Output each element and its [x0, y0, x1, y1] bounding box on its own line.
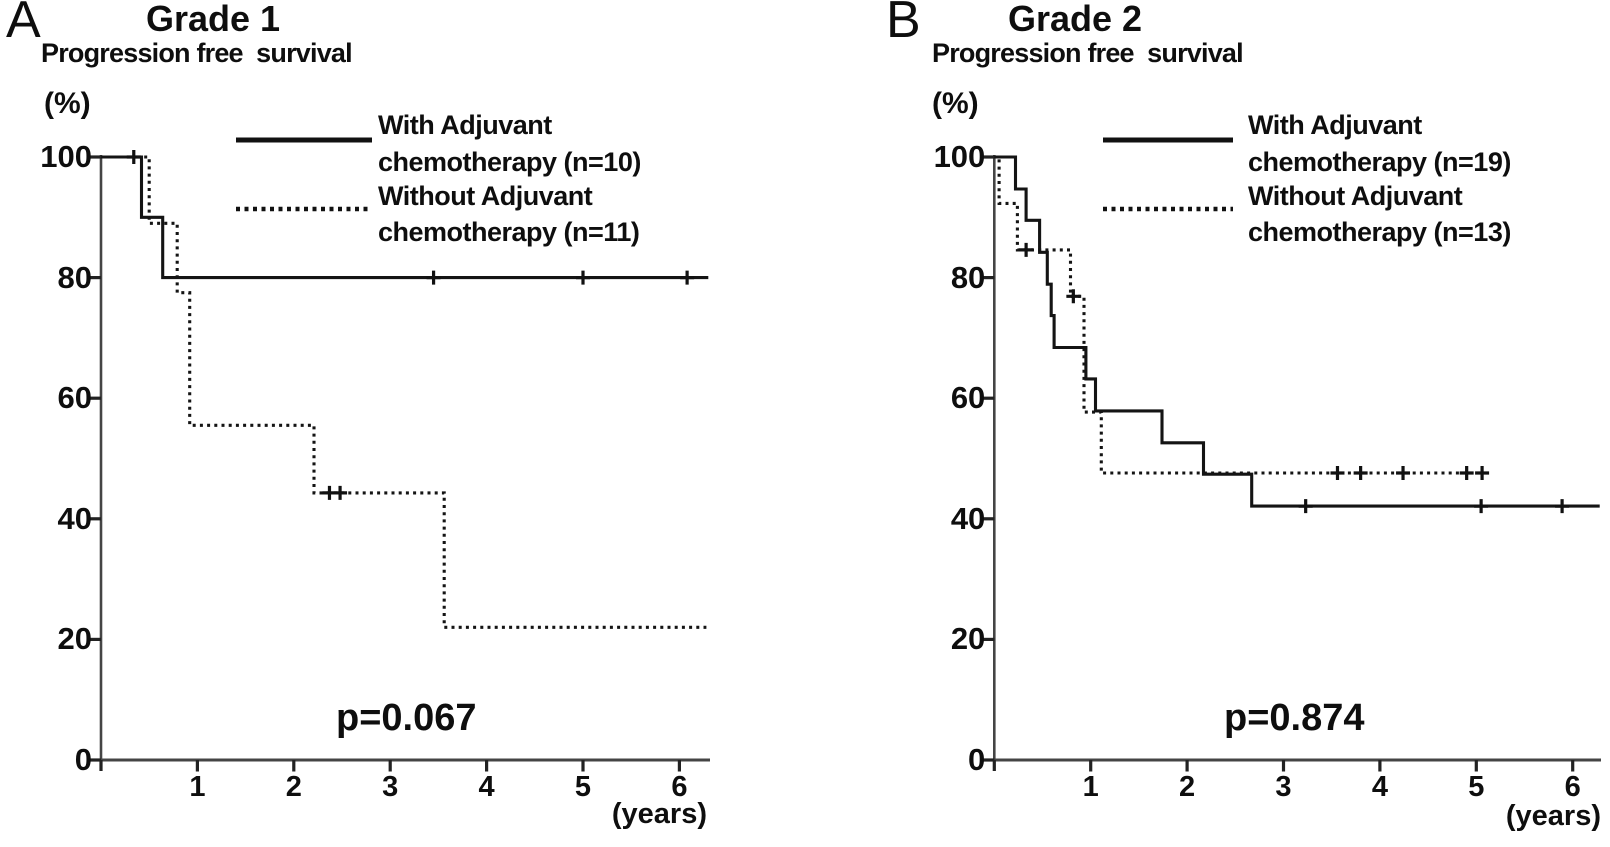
panel-a-y-unit: (%)	[44, 87, 91, 120]
x-tick-label: 1	[189, 771, 206, 803]
km-curve-without-adjuvant	[994, 155, 1489, 475]
panel-a-curves	[101, 150, 709, 629]
panel-a-legend-without-line2: chemotherapy (n=11)	[378, 217, 640, 247]
x-tick-label: 5	[1468, 771, 1485, 803]
panel-b-axes	[982, 155, 1601, 772]
censor-marks	[1019, 242, 1490, 480]
y-tick-label: 60	[950, 380, 986, 416]
panel-b-curves	[994, 155, 1600, 514]
x-tick-label: 6	[671, 771, 688, 803]
panel-b-x-unit: (years)	[1505, 800, 1601, 832]
x-tick-label: 2	[1179, 771, 1196, 803]
y-tick-label: 40	[950, 500, 986, 536]
x-tick-label: 1	[1082, 771, 1099, 803]
panel-b-title: Grade 2	[1008, 0, 1143, 39]
x-tick-label: 4	[478, 771, 495, 803]
y-tick-label: 100	[933, 139, 986, 174]
panel-b-label: B	[886, 0, 921, 49]
panel-a-legend-with-line1: With Adjuvant	[378, 110, 552, 140]
panel-a-legend-without-line1: Without Adjuvant	[378, 181, 593, 211]
x-tick-label: 6	[1564, 771, 1581, 803]
panel-b-legend-with-line2: chemotherapy (n=19)	[1248, 147, 1511, 177]
censor-marks	[126, 150, 695, 285]
km-curve-with-adjuvant	[994, 155, 1600, 508]
x-tick-label: 5	[574, 771, 592, 803]
censor-marks	[322, 485, 348, 500]
panel-a-label: A	[6, 0, 41, 49]
panel-b-legend-without-line1: Without Adjuvant	[1248, 181, 1463, 211]
y-tick-label: 20	[950, 621, 986, 657]
panel-a-legend-with-line2: chemotherapy (n=10)	[378, 147, 641, 177]
y-tick-label: 0	[968, 742, 986, 777]
panel-b-p-value: p=0.874	[1224, 697, 1365, 739]
y-tick-label: 60	[57, 380, 92, 416]
panel-a-x-unit: (years)	[611, 798, 707, 830]
y-tick-label: 80	[950, 259, 986, 295]
panel-a-title: Grade 1	[146, 0, 281, 39]
panel-b-legend-without-line2: chemotherapy (n=13)	[1248, 217, 1511, 247]
panel-a-subtitle: Progression free survival	[41, 38, 353, 68]
panel-b-legend-with-line1: With Adjuvant	[1248, 110, 1422, 140]
x-tick-label: 3	[382, 771, 399, 803]
panel-a-axes	[89, 155, 710, 772]
x-tick-label: 2	[285, 771, 302, 803]
y-tick-label: 100	[40, 139, 92, 174]
y-tick-label: 40	[57, 500, 92, 536]
x-tick-label: 3	[1275, 771, 1292, 803]
censor-marks	[1298, 499, 1570, 514]
y-tick-label: 0	[74, 742, 92, 777]
y-tick-label: 80	[57, 259, 92, 295]
panel-b-subtitle: Progression free survival	[932, 38, 1244, 68]
panel-b-y-unit: (%)	[932, 87, 979, 120]
x-tick-label: 4	[1371, 771, 1388, 803]
y-tick-label: 20	[57, 621, 92, 657]
km-curve-without-adjuvant	[101, 155, 707, 629]
panel-a-p-value: p=0.067	[336, 697, 477, 739]
